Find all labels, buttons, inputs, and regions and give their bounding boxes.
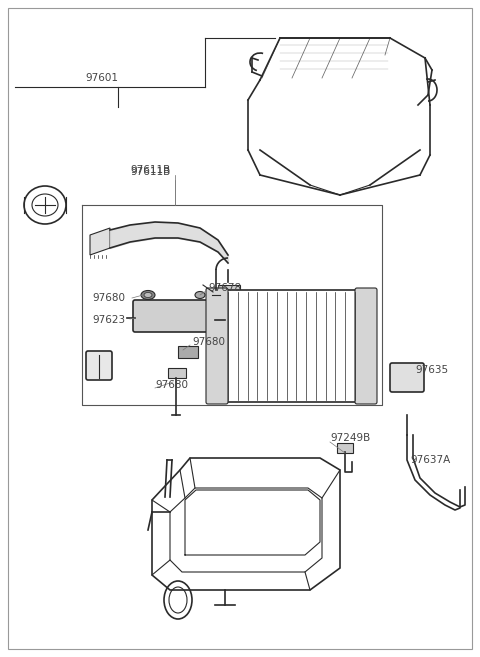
Text: 97623: 97623	[92, 315, 125, 325]
Circle shape	[223, 315, 233, 325]
FancyBboxPatch shape	[133, 300, 217, 332]
Text: 97680: 97680	[155, 380, 188, 390]
FancyBboxPatch shape	[206, 288, 228, 404]
FancyBboxPatch shape	[86, 351, 112, 380]
Text: 97635: 97635	[415, 365, 448, 375]
FancyBboxPatch shape	[208, 290, 375, 402]
Text: 97611B: 97611B	[130, 167, 170, 177]
Text: 97249B: 97249B	[330, 433, 370, 443]
Text: 97680: 97680	[92, 293, 125, 303]
Ellipse shape	[144, 292, 152, 298]
Text: 97637A: 97637A	[410, 455, 450, 465]
Text: 97611B: 97611B	[130, 165, 170, 175]
Ellipse shape	[141, 290, 155, 300]
Text: 97680: 97680	[192, 337, 225, 347]
Bar	[178, 346, 198, 358]
FancyBboxPatch shape	[390, 363, 424, 392]
Bar	[168, 368, 186, 378]
Text: 97601: 97601	[85, 73, 118, 83]
Bar	[218, 285, 240, 295]
Bar	[337, 443, 353, 453]
Polygon shape	[90, 228, 110, 255]
Text: 97678: 97678	[208, 283, 241, 293]
FancyBboxPatch shape	[355, 288, 377, 404]
Ellipse shape	[195, 292, 205, 298]
